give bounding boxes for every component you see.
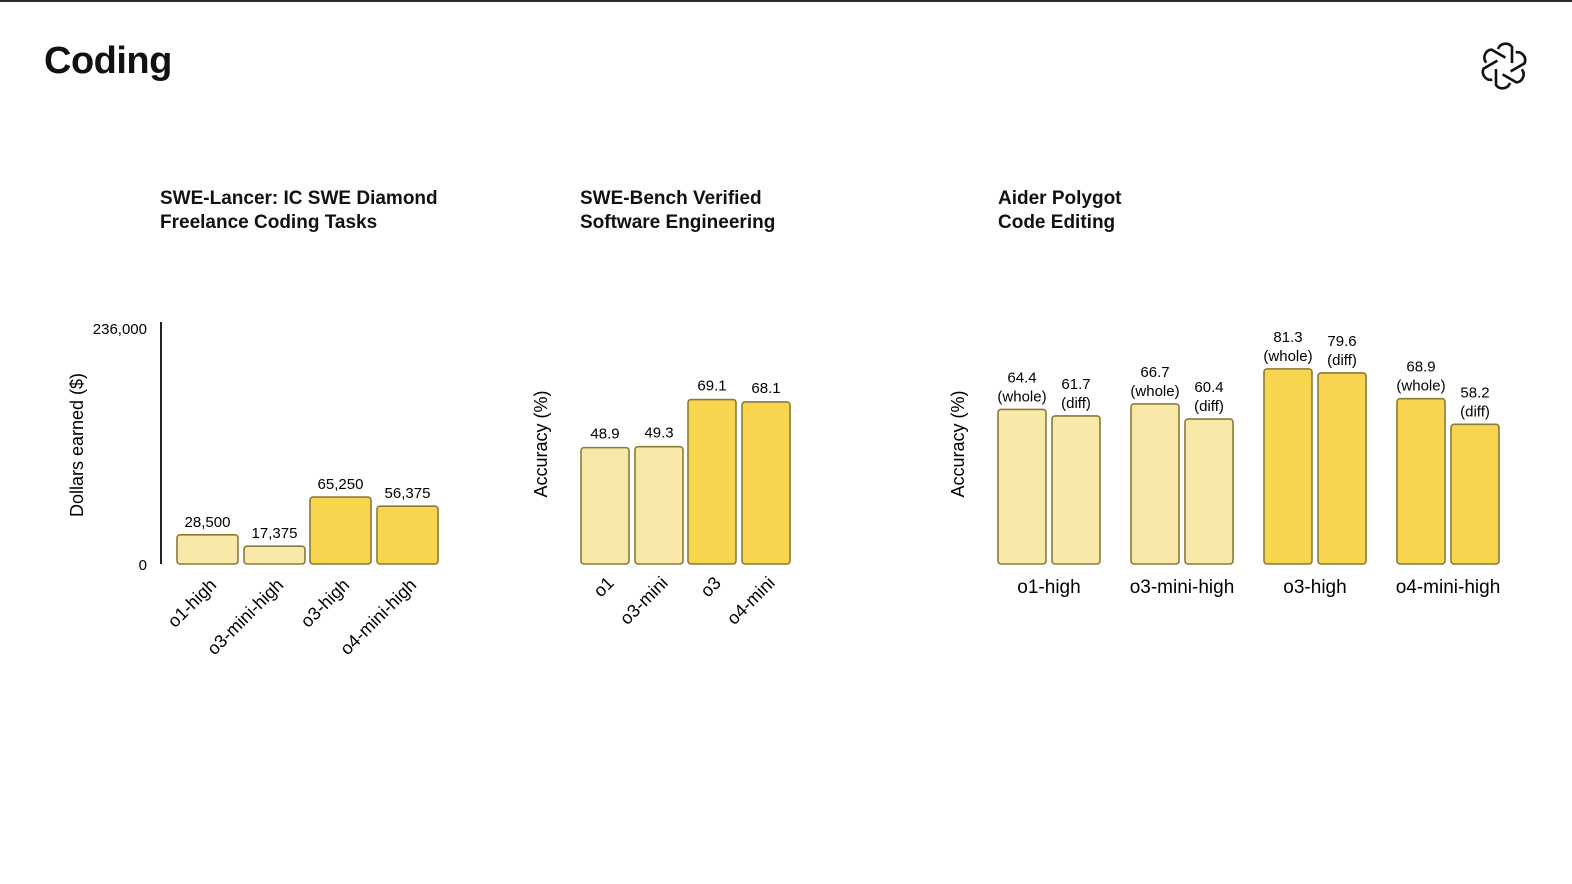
chart3-bar <box>1450 423 1500 565</box>
chart1-y-axis-label: Dollars earned ($) <box>67 373 87 517</box>
chart3-bar <box>1184 418 1234 565</box>
chart3-bar <box>1263 368 1313 565</box>
chart3-series-label: (diff) <box>1194 398 1224 415</box>
chart2-bar <box>687 398 737 565</box>
chart1-bar <box>309 496 372 565</box>
chart2-x-tick-label: o3 <box>697 573 725 601</box>
chart1-x-tick-label: o3-high <box>297 575 354 632</box>
chart2-bar <box>580 446 630 565</box>
chart3-data-label: 66.7 <box>1140 364 1169 381</box>
chart3-series-label: (whole) <box>1263 348 1312 365</box>
chart3-y-axis-label: Accuracy (%) <box>948 390 968 497</box>
chart3-title-line2: Code Editing <box>998 212 1116 233</box>
chart3-data-label: 58.2 <box>1460 384 1489 401</box>
chart3-data-label: 60.4 <box>1194 379 1223 396</box>
openai-logo-icon <box>1481 42 1527 90</box>
chart3-bar <box>997 408 1047 565</box>
chart3-bar <box>1396 397 1446 565</box>
chart2-data-label: 68.1 <box>751 380 780 397</box>
chart3-title-line1: Aider Polygot <box>998 188 1122 209</box>
chart2-title: SWE-Bench Verified Software Engineering <box>580 187 775 235</box>
chart2-title-line1: SWE-Bench Verified <box>580 188 762 209</box>
chart3-x-tick-label: o3-high <box>1283 577 1346 598</box>
chart2-x-tick-label: o1 <box>590 573 618 601</box>
chart1-y-tick-label: 236,000 <box>93 321 147 338</box>
chart2-data-label: 69.1 <box>697 378 726 395</box>
chart3-data-label: 81.3 <box>1273 329 1302 346</box>
chart3-series-label: (diff) <box>1327 352 1357 369</box>
chart1-bar <box>176 533 239 565</box>
chart1-y-tick-label: 0 <box>139 557 147 574</box>
chart3-data-label: 79.6 <box>1327 333 1356 350</box>
chart2-data-label: 48.9 <box>590 426 619 443</box>
chart3-data-label: 61.7 <box>1061 376 1090 393</box>
chart1-data-label: 17,375 <box>252 525 298 542</box>
chart2-bar <box>634 445 684 565</box>
page-title: Coding <box>44 40 172 82</box>
chart3-data-label: 68.9 <box>1406 359 1435 376</box>
chart2-x-tick-label: o4-mini <box>723 573 779 629</box>
chart3-series-label: (whole) <box>1396 378 1445 395</box>
chart2-title-line2: Software Engineering <box>580 212 776 233</box>
chart1-data-label: 65,250 <box>318 476 364 493</box>
chart1-x-tick-label: o1-high <box>164 575 221 632</box>
chart1-data-label: 56,375 <box>385 485 431 502</box>
top-rule <box>0 0 1572 2</box>
chart3-series-label: (whole) <box>997 388 1046 405</box>
chart2-bar <box>741 401 791 565</box>
chart1-bar <box>243 545 306 565</box>
chart1-data-label: 28,500 <box>185 514 231 531</box>
chart2-x-tick-label: o3-mini <box>616 573 672 629</box>
chart3-x-tick-label: o3-mini-high <box>1130 577 1235 598</box>
chart3-series-label: (diff) <box>1061 395 1091 412</box>
chart2-data-label: 49.3 <box>644 425 673 442</box>
chart1-title-line2: Freelance Coding Tasks <box>160 212 378 233</box>
chart3-x-tick-label: o4-mini-high <box>1396 577 1501 598</box>
chart3-title: Aider Polygot Code Editing <box>998 187 1122 235</box>
chart1-title: SWE-Lancer: IC SWE Diamond Freelance Cod… <box>160 187 438 235</box>
chart1-title-line1: SWE-Lancer: IC SWE Diamond <box>160 188 438 209</box>
chart3-series-label: (whole) <box>1130 383 1179 400</box>
chart3-bar <box>1051 415 1101 565</box>
chart3-bar <box>1130 403 1180 565</box>
chart2-y-axis-label: Accuracy (%) <box>531 390 551 497</box>
chart3-series-label: (diff) <box>1460 403 1490 420</box>
chart3-data-label: 64.4 <box>1007 369 1036 386</box>
chart3-bar <box>1317 372 1367 565</box>
chart1-bar <box>376 505 439 565</box>
chart3-x-tick-label: o1-high <box>1017 577 1080 598</box>
